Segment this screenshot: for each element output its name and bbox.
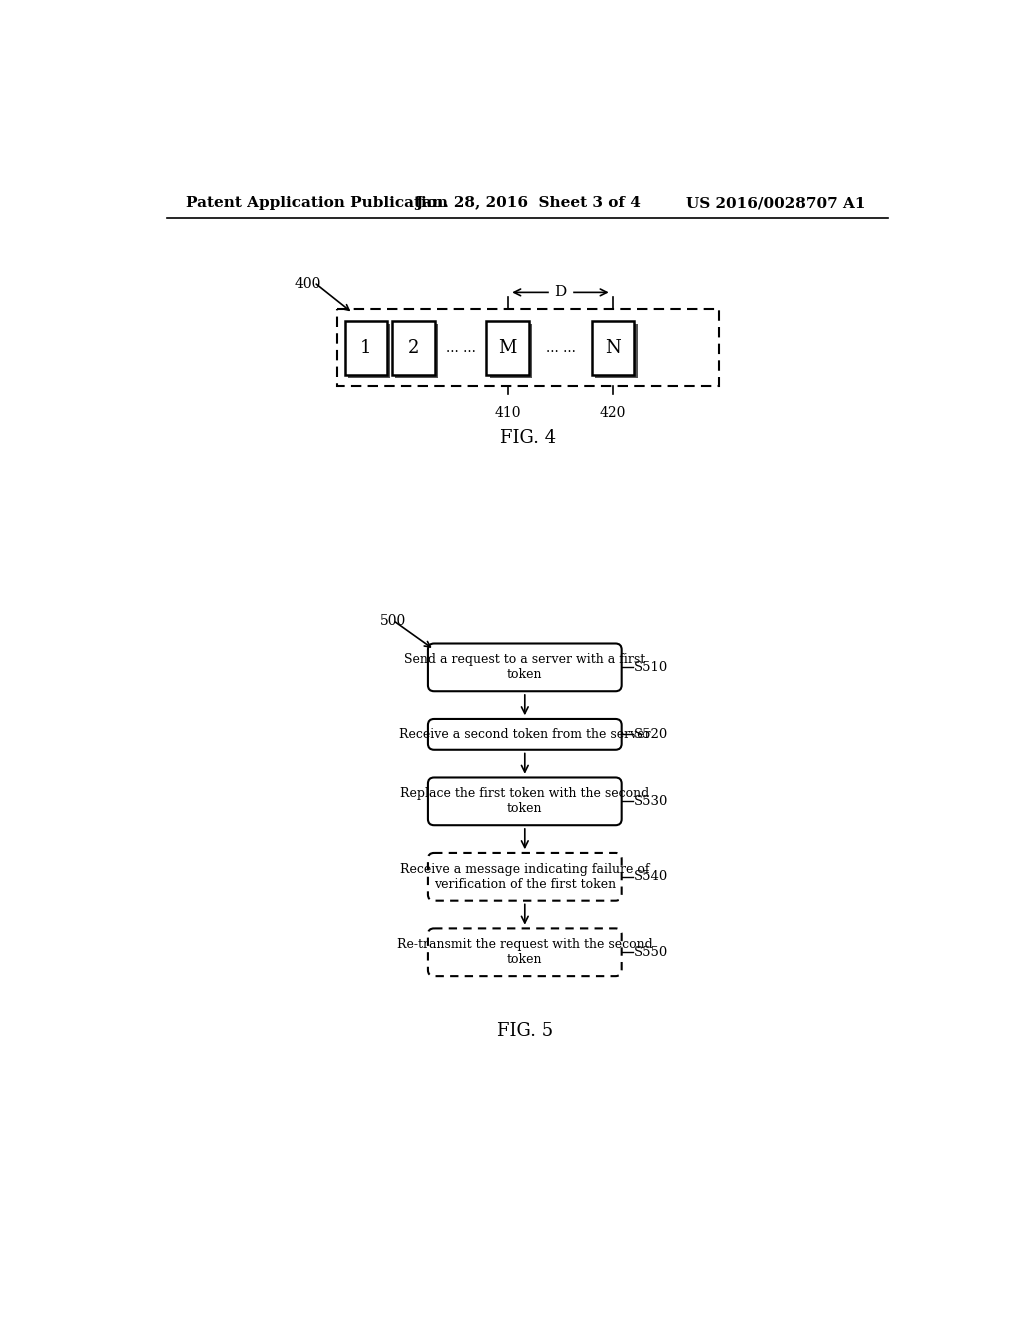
FancyBboxPatch shape: [428, 719, 622, 750]
Bar: [345, 321, 387, 375]
Text: Receive a message indicating failure of
verification of the first token: Receive a message indicating failure of …: [400, 863, 649, 891]
Text: S550: S550: [634, 945, 669, 958]
Bar: [395, 323, 437, 378]
Text: M: M: [499, 339, 517, 356]
Bar: [348, 323, 390, 378]
Text: US 2016/0028707 A1: US 2016/0028707 A1: [686, 197, 865, 210]
Text: FIG. 4: FIG. 4: [500, 429, 556, 446]
Text: Send a request to a server with a first
token: Send a request to a server with a first …: [404, 653, 645, 681]
Text: 410: 410: [495, 405, 521, 420]
FancyBboxPatch shape: [428, 777, 622, 825]
Bar: [392, 321, 434, 375]
Text: S530: S530: [634, 795, 669, 808]
Bar: [489, 323, 532, 378]
Text: 2: 2: [408, 339, 419, 356]
Text: Replace the first token with the second
token: Replace the first token with the second …: [400, 787, 649, 816]
FancyBboxPatch shape: [428, 644, 622, 692]
FancyBboxPatch shape: [428, 853, 622, 900]
Text: 400: 400: [295, 277, 321, 290]
Text: 420: 420: [600, 405, 627, 420]
Bar: [592, 321, 635, 375]
Text: 500: 500: [380, 614, 407, 628]
FancyBboxPatch shape: [428, 928, 622, 977]
Text: ... ...: ... ...: [546, 341, 575, 355]
Bar: [486, 321, 529, 375]
Text: Re-transmit the request with the second
token: Re-transmit the request with the second …: [397, 939, 652, 966]
Text: S510: S510: [634, 661, 669, 675]
Text: S520: S520: [634, 727, 669, 741]
Text: Jan. 28, 2016  Sheet 3 of 4: Jan. 28, 2016 Sheet 3 of 4: [415, 197, 641, 210]
Text: ... ...: ... ...: [446, 341, 476, 355]
Text: FIG. 5: FIG. 5: [497, 1022, 553, 1040]
Text: D: D: [554, 285, 566, 300]
Text: N: N: [605, 339, 621, 356]
Text: S540: S540: [634, 870, 669, 883]
Text: 1: 1: [360, 339, 372, 356]
Bar: [337, 309, 719, 387]
Text: Receive a second token from the server: Receive a second token from the server: [399, 727, 650, 741]
Bar: [595, 323, 638, 378]
Text: Patent Application Publication: Patent Application Publication: [186, 197, 449, 210]
